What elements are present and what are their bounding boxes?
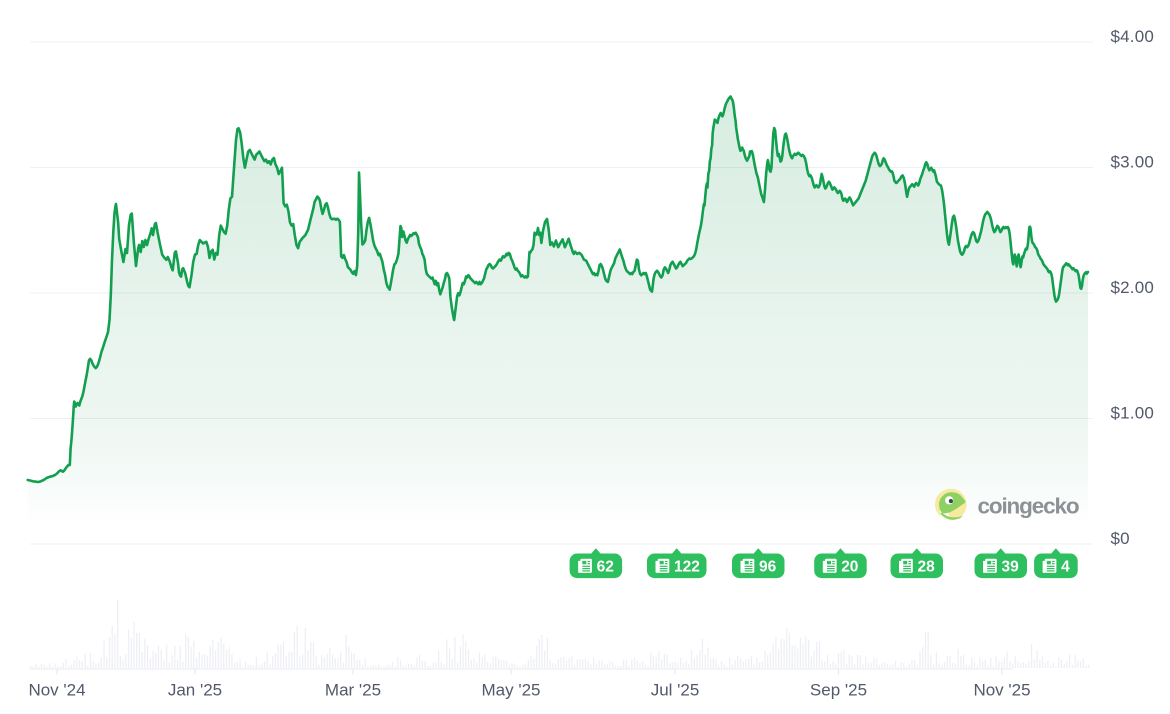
svg-text:$0: $0: [1111, 529, 1130, 548]
svg-text:$1.00: $1.00: [1111, 403, 1155, 422]
svg-text:$2.00: $2.00: [1111, 278, 1155, 297]
svg-text:62: 62: [597, 559, 614, 576]
svg-text:28: 28: [918, 559, 936, 576]
svg-text:122: 122: [674, 559, 700, 576]
svg-text:20: 20: [841, 559, 858, 576]
svg-text:Jul '25: Jul '25: [651, 681, 700, 700]
svg-text:May '25: May '25: [482, 681, 541, 700]
svg-text:$4.00: $4.00: [1111, 27, 1155, 46]
svg-text:4: 4: [1061, 559, 1070, 576]
svg-text:Jan '25: Jan '25: [168, 681, 222, 700]
svg-text:Nov '25: Nov '25: [973, 681, 1030, 700]
svg-text:$3.00: $3.00: [1111, 152, 1155, 171]
svg-text:96: 96: [759, 559, 777, 576]
svg-text:39: 39: [1002, 559, 1020, 576]
svg-text:coingecko: coingecko: [978, 494, 1079, 519]
svg-text:Mar '25: Mar '25: [325, 681, 381, 700]
svg-text:Sep '25: Sep '25: [810, 681, 867, 700]
svg-text:Nov '24: Nov '24: [28, 681, 85, 700]
